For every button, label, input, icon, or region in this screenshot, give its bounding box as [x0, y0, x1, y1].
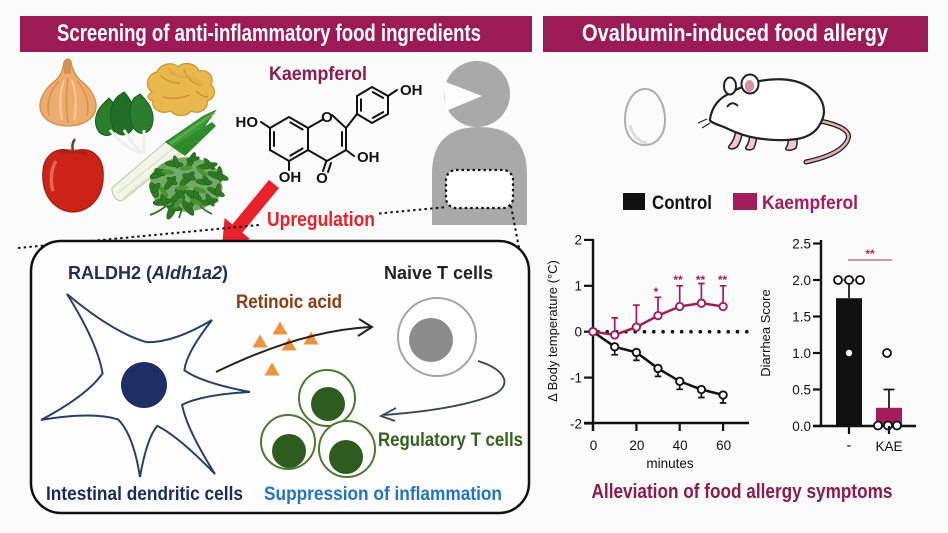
svg-text:minutes: minutes: [646, 456, 694, 471]
svg-text:**: **: [673, 273, 683, 287]
svg-text:2: 2: [574, 233, 582, 248]
svg-text:20: 20: [629, 438, 644, 453]
svg-text:OH: OH: [400, 82, 423, 99]
svg-text:1.0: 1.0: [792, 346, 811, 361]
svg-text:RALDH2 (Aldh1a2): RALDH2 (Aldh1a2): [68, 263, 228, 283]
svg-text:40: 40: [673, 438, 688, 453]
svg-text:2.0: 2.0: [792, 273, 811, 288]
svg-text:Naive T cells: Naive T cells: [384, 263, 493, 283]
svg-text:KAE: KAE: [875, 439, 902, 454]
svg-text:Control: Control: [652, 193, 712, 214]
svg-text:1.5: 1.5: [792, 309, 811, 324]
svg-text:Δ Body temperature (°C): Δ Body temperature (°C): [545, 260, 560, 402]
svg-text:Regulatory T cells: Regulatory T cells: [378, 430, 523, 451]
svg-text:O: O: [316, 170, 328, 187]
svg-text:HO: HO: [236, 114, 259, 131]
svg-text:Ovalbumin-induced food allergy: Ovalbumin-induced food allergy: [582, 20, 889, 47]
svg-text:1: 1: [574, 279, 582, 294]
svg-text:-1: -1: [570, 370, 582, 385]
svg-text:OH: OH: [279, 169, 302, 186]
svg-text:Upregulation: Upregulation: [267, 209, 375, 231]
svg-text:Alleviation of food allergy sy: Alleviation of food allergy symptoms: [592, 481, 893, 503]
svg-text:Screening of anti-inflammatory: Screening of anti-inflammatory food ingr…: [57, 20, 481, 47]
svg-text:O: O: [321, 109, 333, 126]
svg-text:60: 60: [716, 438, 731, 453]
svg-text:**: **: [718, 273, 728, 287]
svg-text:Retinoic acid: Retinoic acid: [236, 292, 342, 313]
svg-text:Intestinal dendritic cells: Intestinal dendritic cells: [46, 484, 243, 505]
svg-text:0.0: 0.0: [792, 419, 811, 434]
svg-text:Kaempferol: Kaempferol: [762, 193, 858, 214]
svg-text:Suppression of inflammation: Suppression of inflammation: [264, 484, 502, 505]
svg-text:-: -: [847, 437, 852, 454]
svg-text:OH: OH: [357, 149, 380, 166]
svg-text:0: 0: [574, 325, 582, 340]
svg-text:0.5: 0.5: [792, 382, 811, 397]
svg-text:**: **: [865, 247, 875, 261]
svg-text:-2: -2: [570, 416, 582, 431]
svg-text:*: *: [654, 285, 659, 299]
svg-text:**: **: [696, 273, 706, 287]
svg-text:2.5: 2.5: [792, 236, 811, 251]
svg-text:Kaempferol: Kaempferol: [269, 64, 367, 85]
svg-text:0: 0: [590, 438, 598, 453]
svg-text:Diarrhea Score: Diarrhea Score: [758, 289, 773, 376]
